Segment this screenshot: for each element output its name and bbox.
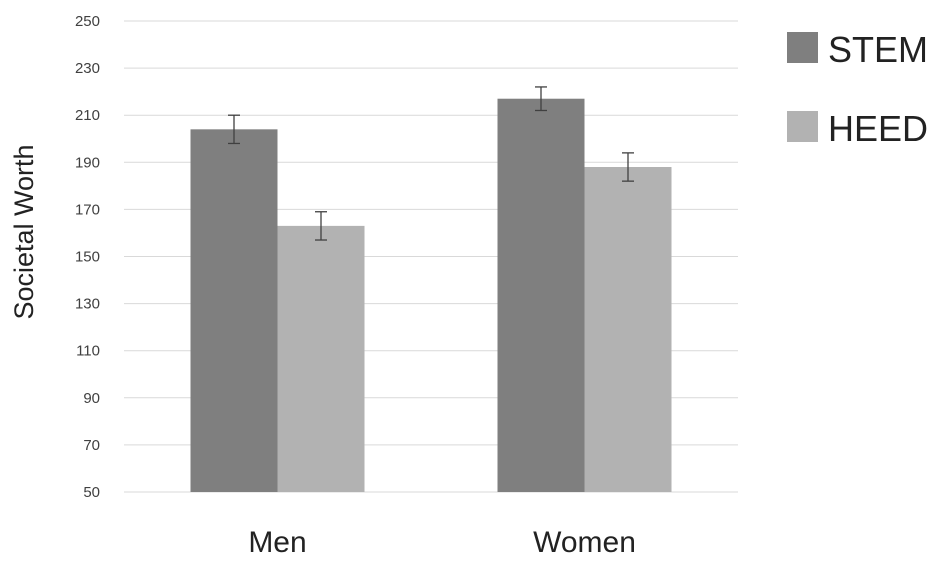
legend-swatch-stem <box>787 32 818 63</box>
legend-label-stem: STEM <box>828 29 928 70</box>
bar-heed-women <box>584 167 672 492</box>
y-tick-label: 150 <box>75 249 100 266</box>
y-tick-label: 250 <box>75 13 100 30</box>
y-tick-label: 130 <box>75 296 100 313</box>
y-tick-label: 110 <box>76 343 100 360</box>
error-bar-stem-women <box>535 86 547 112</box>
legend-label-heed: HEED <box>828 108 928 149</box>
x-tick-label: Women <box>533 526 636 559</box>
y-tick-label: 90 <box>83 390 100 407</box>
y-tick-label: 210 <box>75 107 100 124</box>
bar-stem-men <box>190 129 278 492</box>
y-tick-label: 170 <box>75 201 100 218</box>
error-bar-heed-women <box>622 152 634 182</box>
x-tick-labels: Men Women <box>248 526 636 559</box>
y-tick-label: 50 <box>83 484 100 501</box>
bars <box>190 98 672 492</box>
legend: STEM HEED <box>787 29 928 149</box>
bar-stem-women <box>497 98 585 492</box>
y-axis-title: Societal Worth <box>9 144 39 319</box>
error-bar-stem-men <box>228 114 240 145</box>
y-tick-label: 70 <box>83 437 100 454</box>
error-bars <box>228 86 634 241</box>
legend-swatch-heed <box>787 111 818 142</box>
y-tick-labels: 50 70 90 110 130 150 170 190 210 230 250 <box>75 13 100 501</box>
error-bar-heed-men <box>315 211 327 241</box>
y-tick-label: 190 <box>75 154 100 171</box>
y-tick-label: 230 <box>75 60 100 77</box>
x-tick-label: Men <box>248 526 306 559</box>
bar-heed-men <box>277 225 365 492</box>
